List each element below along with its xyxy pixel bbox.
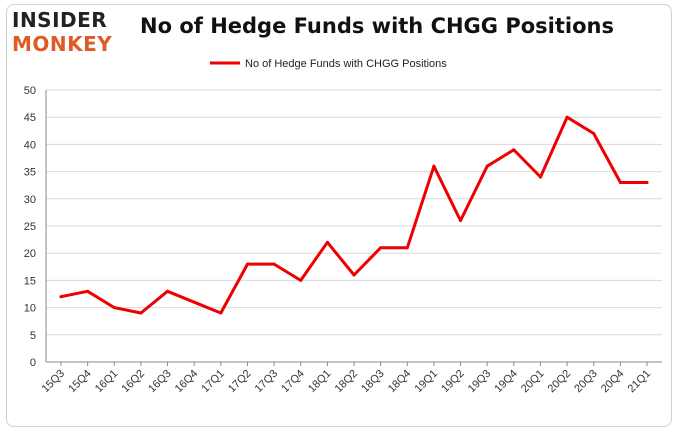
data-point-17Q3 — [272, 262, 276, 266]
x-tick-label-17Q4: 17Q4 — [279, 368, 307, 396]
data-point-20Q4 — [618, 180, 622, 184]
x-tick-label-18Q4: 18Q4 — [386, 368, 414, 396]
data-point-16Q3 — [166, 289, 170, 293]
data-point-20Q1 — [538, 175, 542, 179]
data-point-17Q1 — [219, 311, 223, 315]
y-tick-label-20: 20 — [24, 248, 36, 260]
chart-title: No of Hedge Funds with CHGG Positions — [140, 14, 614, 38]
data-point-18Q3 — [379, 246, 383, 250]
legend-label-0: No of Hedge Funds with CHGG Positions — [245, 58, 447, 70]
insider-monkey-logo: INSIDER MONKEY — [12, 8, 130, 58]
data-point-20Q3 — [592, 132, 596, 136]
x-tick-label-19Q4: 19Q4 — [492, 368, 520, 396]
y-tick-label-0: 0 — [30, 357, 36, 369]
x-tick-label-18Q2: 18Q2 — [333, 368, 361, 396]
logo-line1: INSIDER — [12, 8, 108, 32]
y-tick-label-15: 15 — [24, 275, 36, 287]
x-tick-label-17Q1: 17Q1 — [199, 368, 227, 396]
data-point-19Q2 — [459, 219, 463, 223]
y-tick-label-5: 5 — [30, 330, 36, 342]
chart-frame — [6, 4, 672, 427]
y-tick-label-40: 40 — [24, 139, 36, 151]
y-tick-label-10: 10 — [24, 303, 36, 315]
y-tick-label-45: 45 — [24, 112, 36, 124]
data-point-18Q2 — [352, 273, 356, 277]
x-tick-label-19Q2: 19Q2 — [439, 368, 467, 396]
data-point-17Q4 — [299, 278, 303, 282]
data-point-21Q1 — [645, 180, 649, 184]
x-tick-label-16Q3: 16Q3 — [146, 368, 174, 396]
x-tick-label-16Q4: 16Q4 — [173, 368, 201, 396]
x-tick-label-18Q1: 18Q1 — [306, 368, 334, 396]
series-line-0 — [59, 115, 649, 315]
y-tick-label-35: 35 — [24, 167, 36, 179]
x-tick-label-16Q2: 16Q2 — [120, 368, 148, 396]
data-point-16Q4 — [192, 300, 196, 304]
data-point-19Q1 — [432, 164, 436, 168]
logo-line2: MONKEY — [12, 32, 113, 56]
x-tick-label-20Q4: 20Q4 — [599, 368, 627, 396]
data-point-17Q2 — [245, 262, 249, 266]
data-point-19Q3 — [485, 164, 489, 168]
data-point-18Q4 — [405, 246, 409, 250]
data-point-20Q2 — [565, 115, 569, 119]
x-tick-label-18Q3: 18Q3 — [359, 368, 387, 396]
data-point-16Q1 — [112, 306, 116, 310]
data-point-15Q3 — [59, 295, 63, 299]
y-tick-label-30: 30 — [24, 194, 36, 206]
x-tick-label-20Q3: 20Q3 — [572, 368, 600, 396]
x-tick-label-15Q3: 15Q3 — [40, 368, 68, 396]
x-tick-label-19Q1: 19Q1 — [413, 368, 441, 396]
y-tick-label-25: 25 — [24, 221, 36, 233]
x-tick-label-21Q1: 21Q1 — [626, 368, 654, 396]
x-tick-label-17Q2: 17Q2 — [226, 368, 254, 396]
x-tick-label-20Q2: 20Q2 — [546, 368, 574, 396]
data-point-19Q4 — [512, 148, 516, 152]
x-tick-label-16Q1: 16Q1 — [93, 368, 121, 396]
x-tick-label-20Q1: 20Q1 — [519, 368, 547, 396]
x-tick-label-19Q3: 19Q3 — [466, 368, 494, 396]
x-tick-label-15Q4: 15Q4 — [66, 368, 94, 396]
data-point-18Q1 — [325, 240, 329, 244]
data-point-16Q2 — [139, 311, 143, 315]
data-point-15Q4 — [86, 289, 90, 293]
y-tick-label-50: 50 — [24, 85, 36, 97]
x-tick-label-17Q3: 17Q3 — [253, 368, 281, 396]
